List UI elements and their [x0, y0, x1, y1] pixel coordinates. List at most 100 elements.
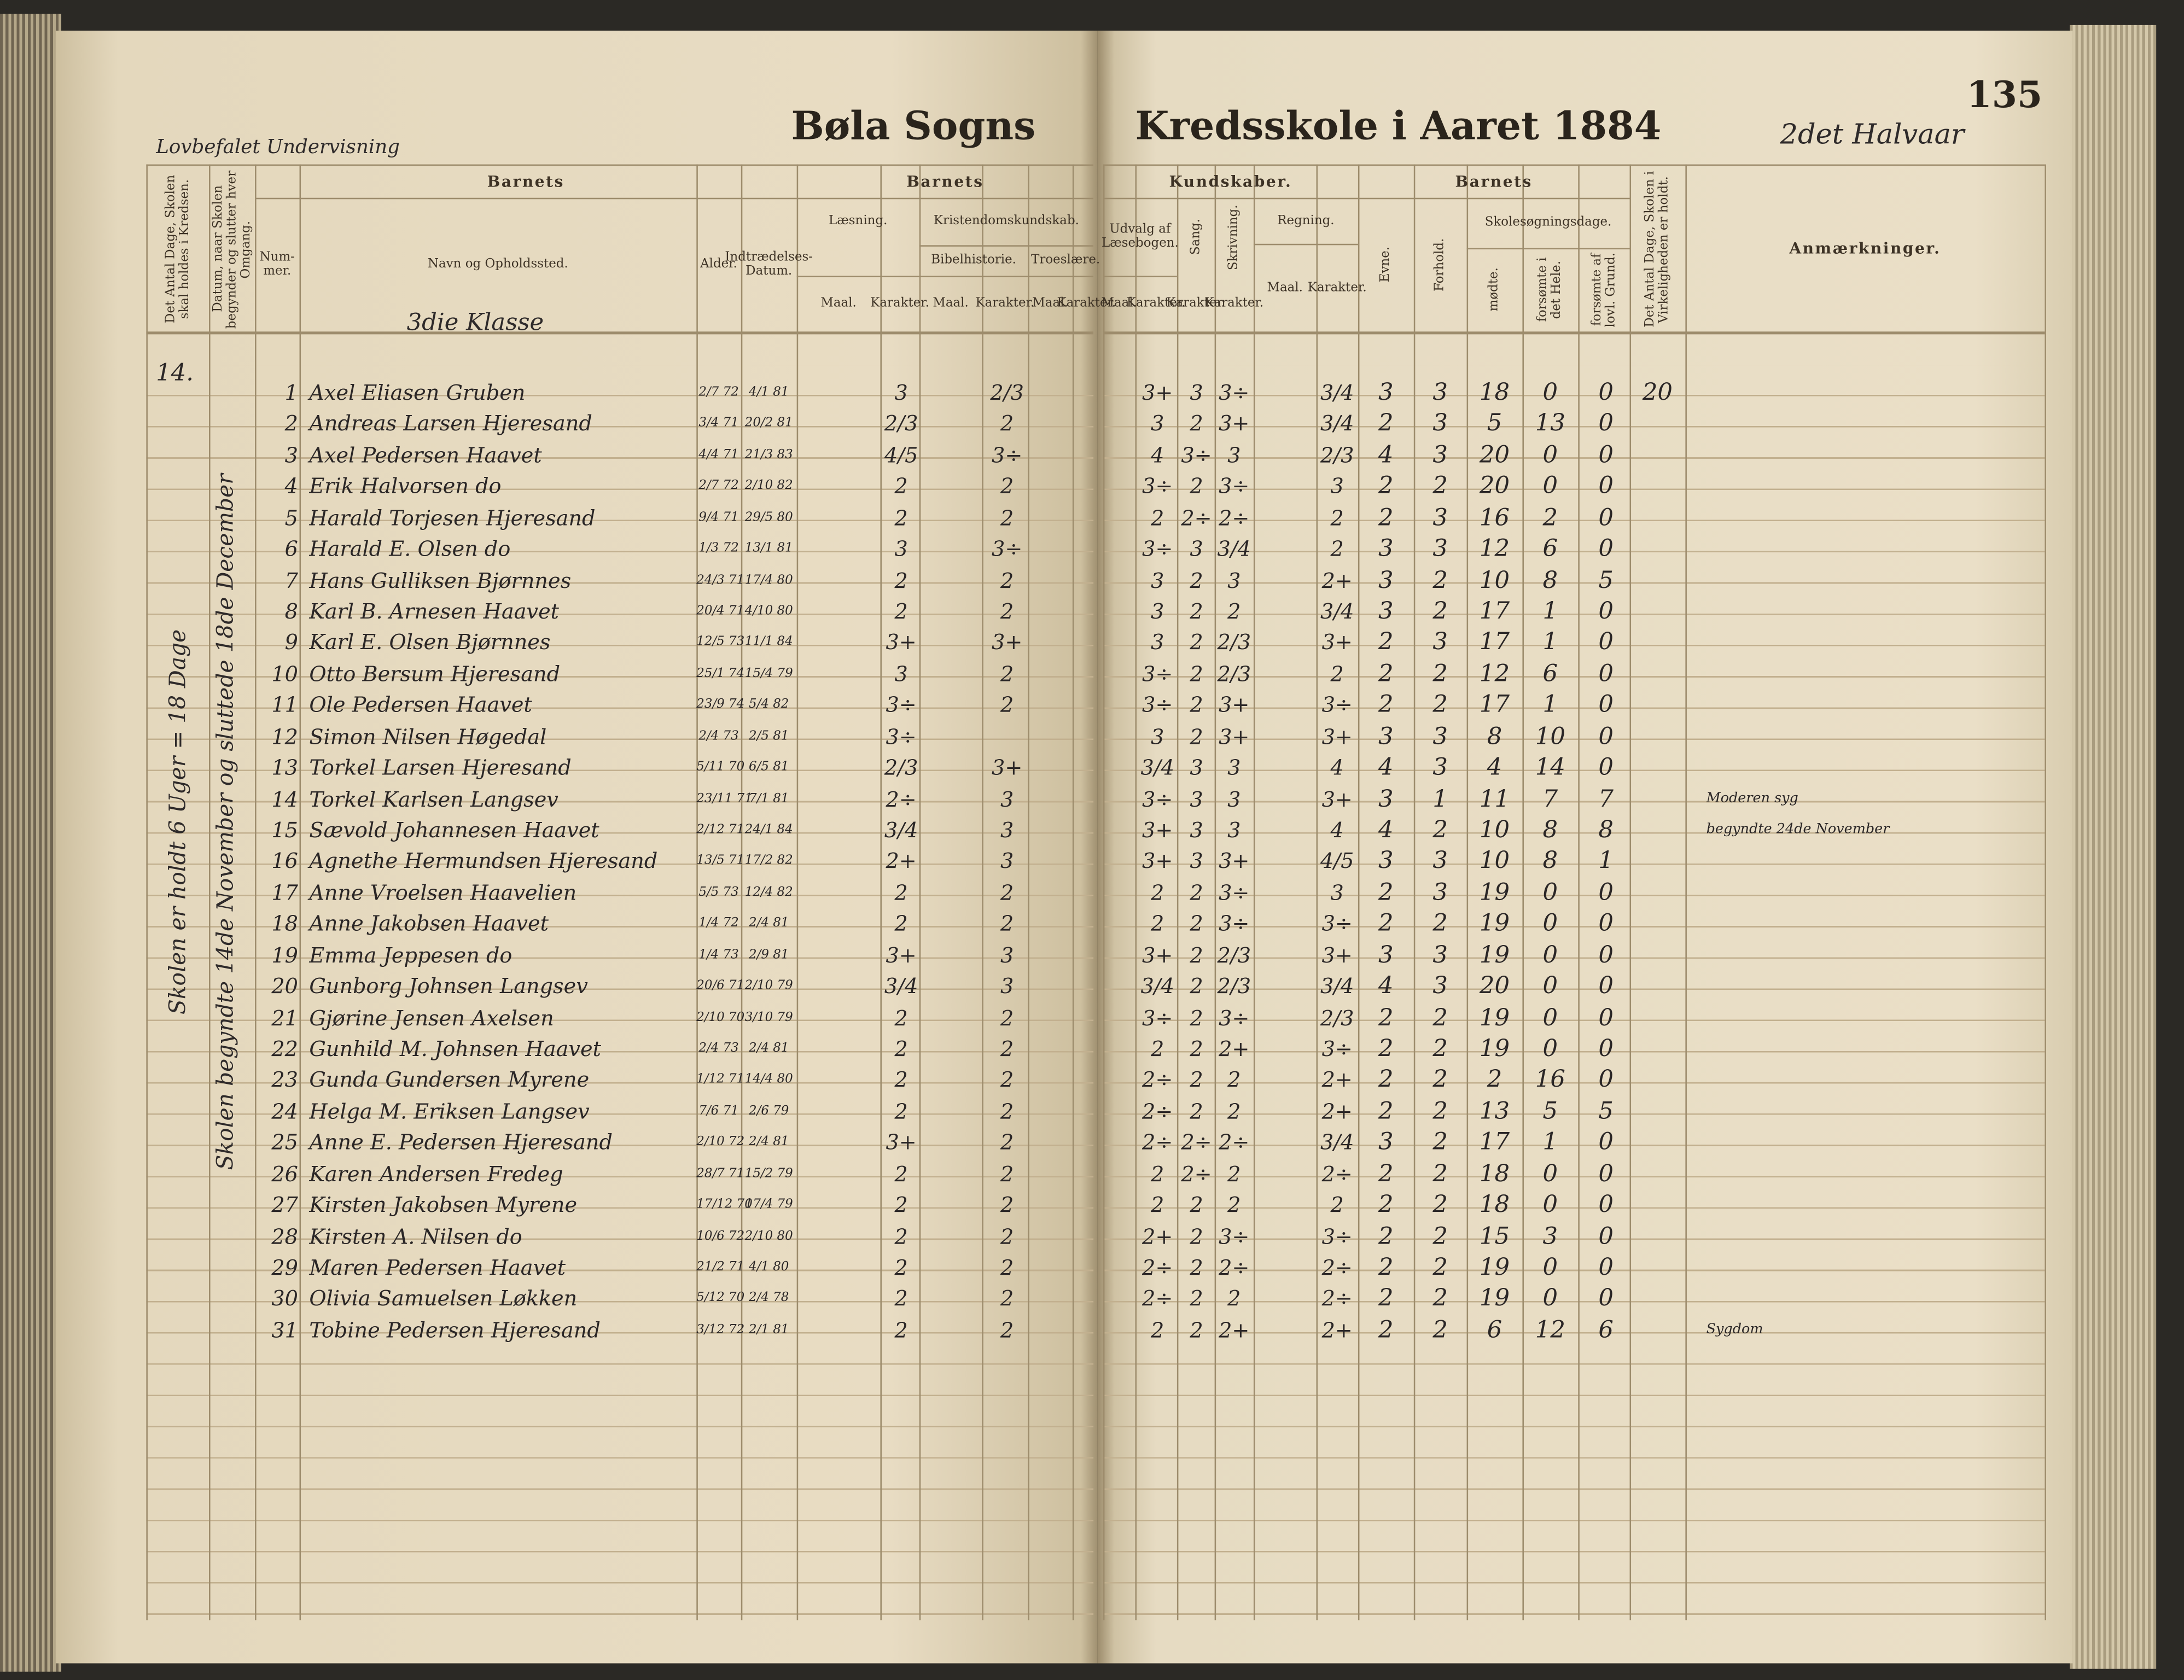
cell-skr: 3+ — [1219, 849, 1250, 874]
cell-udv: 3÷ — [1142, 1005, 1173, 1030]
cell-sang: 3 — [1190, 818, 1203, 843]
rule-vertical — [1578, 164, 1580, 1620]
column-header: Maal. — [1101, 276, 1137, 331]
cell-sang: 2 — [1190, 630, 1203, 656]
cell-entry: 17/4 79 — [744, 1198, 793, 1212]
title-left: Bøla Sogns — [791, 103, 1036, 149]
column-header: Regning. — [1254, 198, 1358, 244]
cell-laes: 2/3 — [884, 755, 918, 780]
cell-evne: 2 — [1378, 1191, 1394, 1220]
column-header: Navn og Opholdssted. — [300, 198, 697, 332]
column-header: Bibelhistorie. — [919, 245, 1028, 276]
rule-horizontal — [1253, 243, 1358, 246]
cell-udv: 3+ — [1142, 818, 1173, 843]
cell-name: Erik Halvorsen do — [309, 474, 502, 499]
cell-entry: 2/10 82 — [744, 479, 793, 494]
cell-reg: 4 — [1330, 818, 1344, 843]
cell-forh: 1 — [1432, 785, 1448, 813]
cell-bib: 3+ — [992, 755, 1023, 780]
column-header-text: Skolesøgningsdage. — [1484, 215, 1612, 230]
cell-sang: 2 — [1190, 1099, 1203, 1124]
column-header-text: Karakter. — [1307, 281, 1367, 295]
cell-sang: 2 — [1190, 661, 1203, 687]
cell-born: 23/11 71 — [696, 792, 753, 806]
cell-modte: 10 — [1479, 816, 1510, 844]
column-header: Indtrædelses-Datum. — [725, 198, 813, 332]
cell-name: Axel Pedersen Haavet — [309, 442, 542, 468]
cell-hele: 2 — [1542, 504, 1558, 532]
cell-laes: 2 — [894, 1161, 908, 1187]
cell-evne: 2 — [1378, 1160, 1394, 1188]
column-header: Karakter. — [975, 276, 1034, 331]
cell-entry: 2/9 81 — [749, 948, 789, 962]
cell-udv: 3 — [1151, 724, 1164, 749]
cell-reg: 3÷ — [1321, 1036, 1353, 1062]
rule-vertical — [1028, 164, 1029, 1620]
cell-evne: 3 — [1378, 785, 1394, 813]
cell-bib: 3÷ — [992, 536, 1023, 562]
column-header-text: Kundskaber. — [1169, 172, 1292, 191]
cell-modte: 17 — [1479, 1129, 1510, 1157]
cell-name: Simon Nilsen Høgedal — [309, 724, 547, 749]
cell-bib: 2 — [1000, 1005, 1014, 1030]
cell-bib: 3 — [1000, 942, 1014, 968]
rule-vertical — [255, 164, 257, 1620]
cell-evne: 2 — [1378, 1004, 1394, 1032]
column-header-text: Maal. — [1267, 281, 1303, 295]
cell-bib: 2 — [1000, 411, 1014, 437]
column-header-text: Maal. — [933, 296, 969, 311]
cell-bib: 3+ — [992, 630, 1023, 656]
cell-n: 2 — [284, 411, 298, 437]
cell-sang: 3 — [1190, 536, 1203, 562]
cell-forh: 3 — [1432, 847, 1448, 876]
cell-udv: 2÷ — [1142, 1099, 1173, 1124]
column-header-text: Forhold. — [1433, 238, 1447, 291]
cell-bib: 2 — [1000, 599, 1014, 625]
cell-lovl: 0 — [1598, 1191, 1614, 1220]
cell-modte: 19 — [1479, 1253, 1510, 1282]
cell-skr: 2/3 — [1217, 942, 1251, 968]
cell-entry: 3/10 79 — [744, 1011, 793, 1025]
cell-reg: 3/4 — [1320, 380, 1354, 406]
cell-laes: 3 — [894, 661, 908, 687]
cell-evne: 2 — [1378, 1097, 1394, 1125]
cell-skr: 3/4 — [1217, 536, 1251, 562]
cell-bib: 2 — [1000, 911, 1014, 937]
cell-reg: 2+ — [1321, 1099, 1353, 1124]
cell-skr: 3÷ — [1219, 1005, 1250, 1030]
cell-evne: 2 — [1378, 410, 1394, 438]
cell-born: 3/12 72 — [696, 1323, 745, 1338]
cell-udv: 2 — [1151, 505, 1164, 530]
rule-vertical — [1103, 164, 1105, 1620]
cell-skr: 2 — [1227, 1068, 1241, 1093]
cell-evne: 2 — [1378, 1035, 1394, 1063]
column-header: Karakter. — [870, 276, 929, 331]
cell-evne: 2 — [1378, 1285, 1394, 1313]
cell-laes: 3÷ — [886, 692, 917, 718]
cell-udv: 3+ — [1142, 849, 1173, 874]
column-header-text: Karakter. — [870, 296, 930, 311]
cell-modte: 19 — [1479, 910, 1510, 938]
rule-horizontal — [1103, 276, 1177, 277]
cell-evne: 2 — [1378, 1222, 1394, 1251]
cell-entry: 6/5 81 — [749, 761, 789, 775]
rule-vertical — [880, 164, 882, 1620]
column-header-text: Regning. — [1277, 214, 1335, 228]
cell-born: 5/5 73 — [698, 885, 739, 900]
cell-n: 30 — [271, 1286, 298, 1312]
column-header-text: Karakter. — [1166, 296, 1226, 311]
cell-name: Hans Gulliksen Bjørnnes — [309, 568, 572, 593]
cell-forh: 2 — [1432, 660, 1448, 689]
cell-evne: 2 — [1378, 1066, 1394, 1094]
cell-forh: 2 — [1432, 816, 1448, 844]
cell-modte: 18 — [1479, 1191, 1510, 1220]
cell-lovl: 0 — [1598, 441, 1614, 470]
cell-reg: 2 — [1330, 536, 1344, 562]
column-header-text: Bibelhistorie. — [931, 253, 1016, 268]
cell-sang: 2 — [1190, 1192, 1203, 1218]
cell-reg: 3+ — [1321, 786, 1353, 812]
cell-n: 10 — [271, 661, 298, 687]
cell-skr: 2/3 — [1217, 630, 1251, 656]
cell-udv: 2 — [1151, 911, 1164, 937]
